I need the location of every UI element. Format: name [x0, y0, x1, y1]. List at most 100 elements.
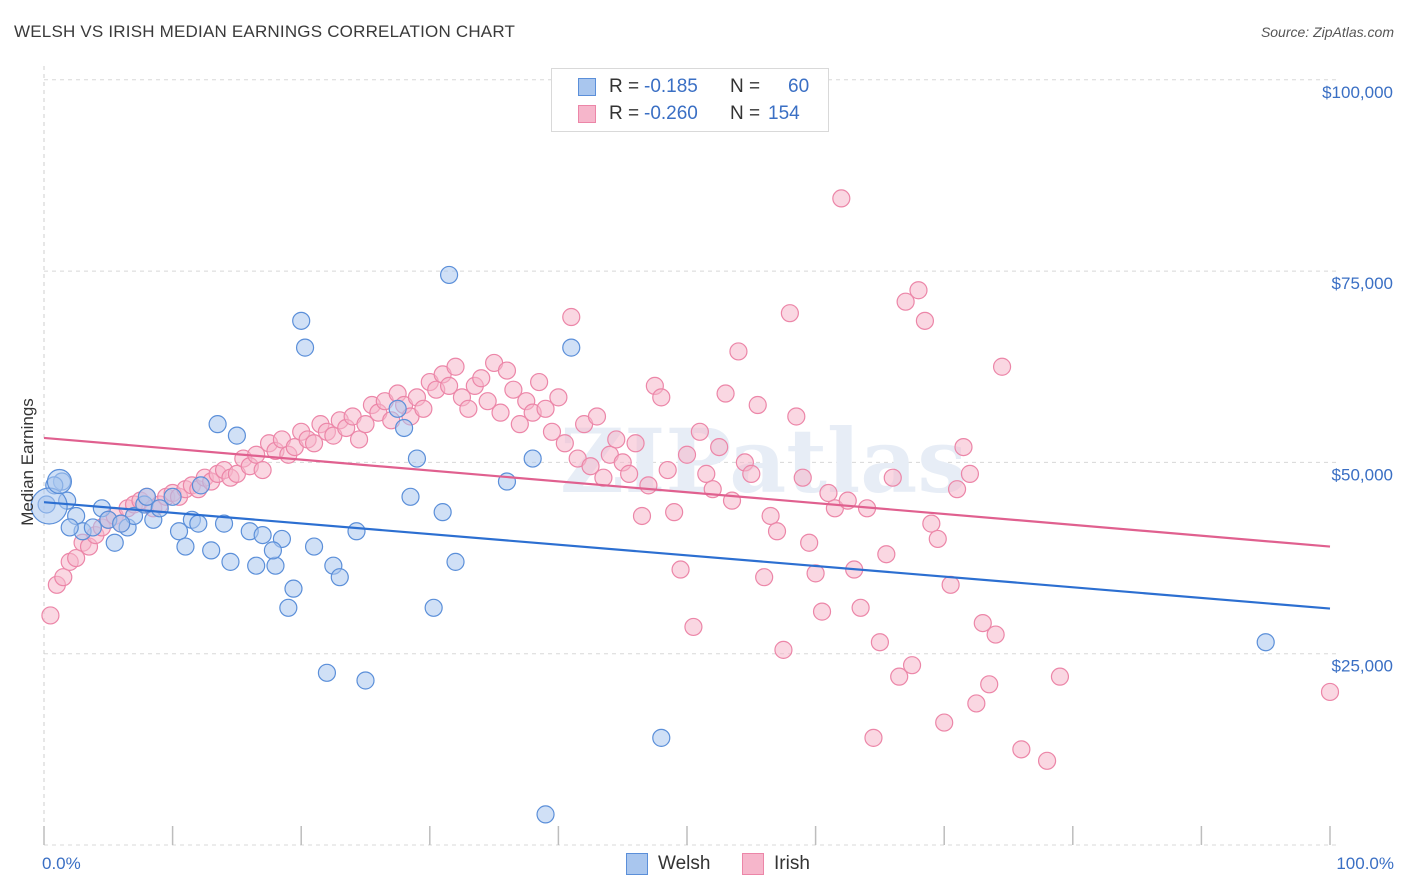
n-label: N =	[730, 76, 761, 97]
irish-point	[504, 380, 523, 399]
irish-point	[832, 189, 851, 208]
irish-point	[967, 694, 986, 713]
welsh-point	[388, 399, 407, 418]
welsh-point	[295, 338, 315, 357]
irish-point	[793, 468, 812, 487]
welsh-point	[266, 556, 285, 575]
welsh-point	[214, 514, 234, 533]
irish-point	[439, 376, 459, 395]
irish-point	[941, 575, 960, 594]
welsh-point	[221, 552, 240, 571]
welsh-point	[83, 518, 102, 537]
irish-point	[472, 369, 491, 388]
irish-point	[710, 437, 729, 457]
irish-point	[542, 422, 562, 441]
irish-point	[459, 399, 478, 418]
grid-lines	[43, 66, 1336, 846]
irish-point	[1320, 682, 1340, 702]
irish-point	[1050, 667, 1070, 686]
irish-point	[304, 434, 324, 453]
irish-point	[581, 457, 600, 476]
irish-point	[935, 713, 954, 732]
welsh-point	[163, 487, 182, 506]
trend-lines	[43, 436, 1331, 610]
irish-point	[632, 506, 652, 526]
irish-point	[787, 407, 806, 426]
irish-point	[890, 667, 909, 686]
welsh-point	[202, 541, 221, 560]
welsh-point	[424, 598, 443, 617]
irish-point	[536, 399, 555, 418]
irish-point	[877, 545, 896, 564]
irish-point	[478, 392, 497, 411]
irish-point	[697, 464, 716, 483]
irish-point	[780, 304, 799, 323]
welsh-points	[30, 265, 1275, 824]
irish-point	[67, 548, 86, 568]
welsh-point	[263, 541, 283, 560]
irish-point	[755, 568, 774, 587]
x-tick-label-max: 100.0%	[1336, 854, 1394, 873]
irish-point	[549, 388, 568, 407]
n-label: N =	[730, 103, 761, 124]
welsh-point	[137, 487, 156, 506]
r-value: -0.260	[644, 103, 698, 124]
irish-point	[497, 361, 517, 380]
irish-point	[356, 415, 375, 434]
welsh-point	[176, 537, 195, 556]
welsh-point	[523, 449, 542, 468]
y-tick-label: $25,000	[1332, 657, 1393, 676]
welsh-point	[439, 265, 459, 285]
irish-point	[851, 598, 870, 617]
irish-point	[607, 430, 626, 449]
irish-point	[980, 675, 999, 694]
irish-point	[652, 388, 671, 407]
irish-point	[883, 468, 902, 487]
welsh-point	[105, 533, 124, 552]
irish-point	[1012, 740, 1031, 759]
irish-legend-label: Irish	[774, 853, 810, 874]
irish-point	[947, 480, 967, 499]
irish-point	[349, 430, 369, 449]
irish-point	[819, 483, 838, 503]
welsh-point	[112, 514, 131, 533]
irish-point	[446, 357, 465, 376]
welsh-point	[208, 415, 227, 434]
welsh-legend-swatch	[626, 853, 648, 875]
irish-point	[922, 514, 941, 533]
irish-point	[690, 422, 709, 441]
irish-point	[620, 464, 639, 483]
welsh-point	[394, 418, 414, 438]
irish-point	[960, 464, 980, 483]
irish-point	[774, 640, 793, 659]
source-label: Source: ZipAtlas.com	[1260, 24, 1394, 40]
irish-point	[806, 564, 825, 583]
welsh-point	[652, 728, 671, 747]
welsh-trend-line	[43, 501, 1331, 610]
irish-point	[510, 415, 529, 434]
irish-point	[729, 342, 748, 361]
welsh-point	[446, 552, 465, 571]
welsh-swatch	[578, 78, 596, 96]
irish-point	[665, 503, 684, 522]
welsh-point	[189, 514, 208, 533]
irish-point	[902, 656, 922, 675]
irish-point	[587, 407, 607, 426]
welsh-point	[433, 503, 452, 522]
irish-point	[658, 460, 677, 480]
irish-point	[530, 372, 549, 392]
r-label: R =	[609, 103, 640, 124]
welsh-point	[284, 579, 303, 598]
n-value: 60	[788, 76, 810, 97]
y-tick-label: $50,000	[1332, 465, 1393, 484]
y-axis-labels: $100,000 $75,000 $50,000 $25,000	[1322, 83, 1393, 676]
irish-point	[684, 617, 703, 637]
welsh-point	[401, 487, 420, 506]
x-tick-label-min: 0.0%	[42, 854, 81, 873]
welsh-point	[169, 522, 189, 541]
irish-point	[748, 395, 767, 415]
irish-point	[555, 434, 574, 453]
irish-point	[909, 281, 928, 300]
irish-point	[671, 560, 690, 579]
n-value: 154	[768, 103, 800, 124]
